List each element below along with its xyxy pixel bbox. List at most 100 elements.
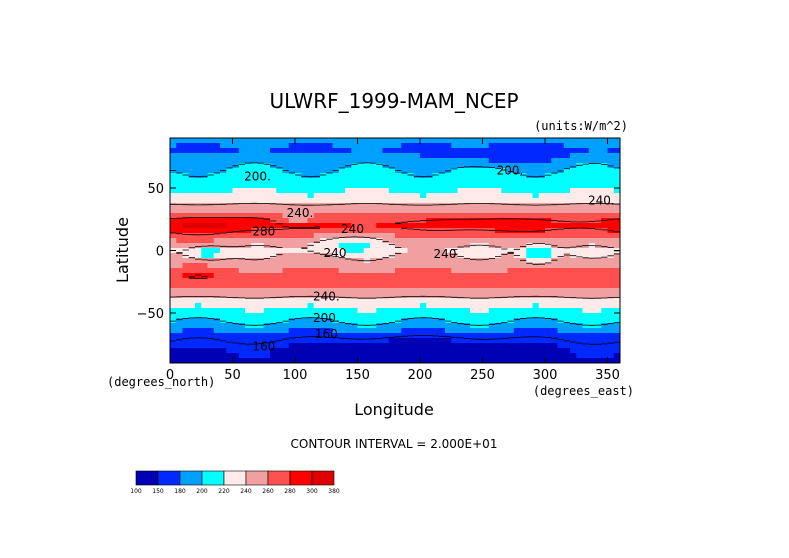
heatmap-cell (445, 173, 452, 179)
heatmap-cell (401, 288, 408, 294)
heatmap-cell (245, 308, 252, 314)
heatmap-cell (270, 258, 277, 264)
heatmap-cell (388, 213, 396, 219)
heatmap-cell (251, 273, 258, 279)
heatmap-cell (238, 173, 246, 179)
heatmap-cell (520, 318, 527, 324)
heatmap-cell (445, 298, 452, 304)
heatmap-cell (376, 228, 383, 234)
heatmap-cell (563, 168, 571, 174)
heatmap-cell (432, 303, 440, 309)
heatmap-cell (363, 328, 371, 334)
heatmap-cell (582, 228, 590, 234)
heatmap-cell (538, 263, 546, 269)
heatmap-cell (320, 308, 327, 314)
heatmap-cell (451, 143, 458, 149)
heatmap-cell (457, 218, 465, 224)
heatmap-cell (338, 218, 346, 224)
heatmap-cell (607, 223, 615, 229)
heatmap-cell (295, 308, 302, 314)
heatmap-cell (445, 218, 452, 224)
heatmap-cell (388, 178, 396, 184)
heatmap-cell (532, 228, 540, 234)
heatmap-cell (582, 318, 590, 324)
heatmap-cell (307, 193, 315, 199)
heatmap-cell (407, 223, 415, 229)
heatmap-cell (388, 283, 396, 289)
heatmap-cell (301, 163, 308, 169)
heatmap-cell (326, 318, 333, 324)
heatmap-cell (270, 138, 277, 144)
heatmap-cell (188, 143, 196, 149)
heatmap-cell (251, 198, 258, 204)
heatmap-cell (282, 158, 290, 164)
heatmap-cell (313, 343, 321, 349)
heatmap-cell (501, 203, 508, 209)
heatmap-cell (576, 143, 583, 149)
heatmap-cell (476, 243, 483, 249)
heatmap-cell (513, 143, 521, 149)
heatmap-cell (513, 303, 521, 309)
heatmap-cell (220, 313, 227, 319)
heatmap-cell (526, 168, 533, 174)
heatmap-cell (488, 328, 496, 334)
heatmap-cell (401, 358, 408, 364)
heatmap-cell (395, 208, 402, 214)
heatmap-cell (601, 273, 608, 279)
heatmap-cell (238, 248, 246, 254)
heatmap-cell (501, 188, 508, 194)
heatmap-cell (357, 313, 365, 319)
heatmap-cell (426, 223, 433, 229)
colorbar-swatch (289, 470, 313, 486)
heatmap-cell (226, 208, 233, 214)
heatmap-cell (532, 248, 540, 254)
heatmap-cell (276, 168, 283, 174)
heatmap-cell (557, 158, 565, 164)
heatmap-cell (426, 298, 433, 304)
heatmap-cell (432, 258, 440, 264)
heatmap-cell (213, 263, 221, 269)
heatmap-cell (288, 273, 296, 279)
heatmap-cell (601, 178, 608, 184)
heatmap-cell (482, 223, 490, 229)
heatmap-cell (551, 358, 558, 364)
heatmap-cell (220, 193, 227, 199)
heatmap-cell (495, 248, 502, 254)
heatmap-cell (263, 228, 271, 234)
heatmap-cell (295, 258, 302, 264)
heatmap-cell (220, 233, 227, 239)
heatmap-cell (282, 313, 290, 319)
heatmap-cell (363, 303, 371, 309)
heatmap-cell (601, 258, 608, 264)
heatmap-cell (176, 308, 183, 314)
heatmap-cell (420, 223, 427, 229)
heatmap-cell (432, 143, 440, 149)
heatmap-cell (470, 298, 477, 304)
heatmap-cell (470, 163, 477, 169)
heatmap-cell (320, 268, 327, 274)
heatmap-cell (188, 348, 196, 354)
heatmap-cell (438, 218, 446, 224)
heatmap-cell (582, 218, 590, 224)
heatmap-cell (182, 248, 190, 254)
heatmap-cell (426, 338, 433, 344)
heatmap-cell (326, 163, 333, 169)
heatmap-cell (420, 178, 427, 184)
heatmap-cell (295, 278, 302, 284)
heatmap-cell (457, 223, 465, 229)
heatmap-cell (301, 238, 308, 244)
heatmap-cell (420, 318, 427, 324)
heatmap-cell (226, 318, 233, 324)
heatmap-cell (395, 188, 402, 194)
heatmap-cell (188, 308, 196, 314)
heatmap-cell (395, 158, 402, 164)
heatmap-cell (495, 188, 502, 194)
heatmap-cell (551, 153, 558, 159)
heatmap-cell (195, 283, 202, 289)
heatmap-cell (538, 163, 546, 169)
heatmap-cell (407, 313, 415, 319)
heatmap-cell (563, 233, 571, 239)
heatmap-cell (438, 303, 446, 309)
heatmap-cell (363, 228, 371, 234)
heatmap-cell (370, 228, 377, 234)
